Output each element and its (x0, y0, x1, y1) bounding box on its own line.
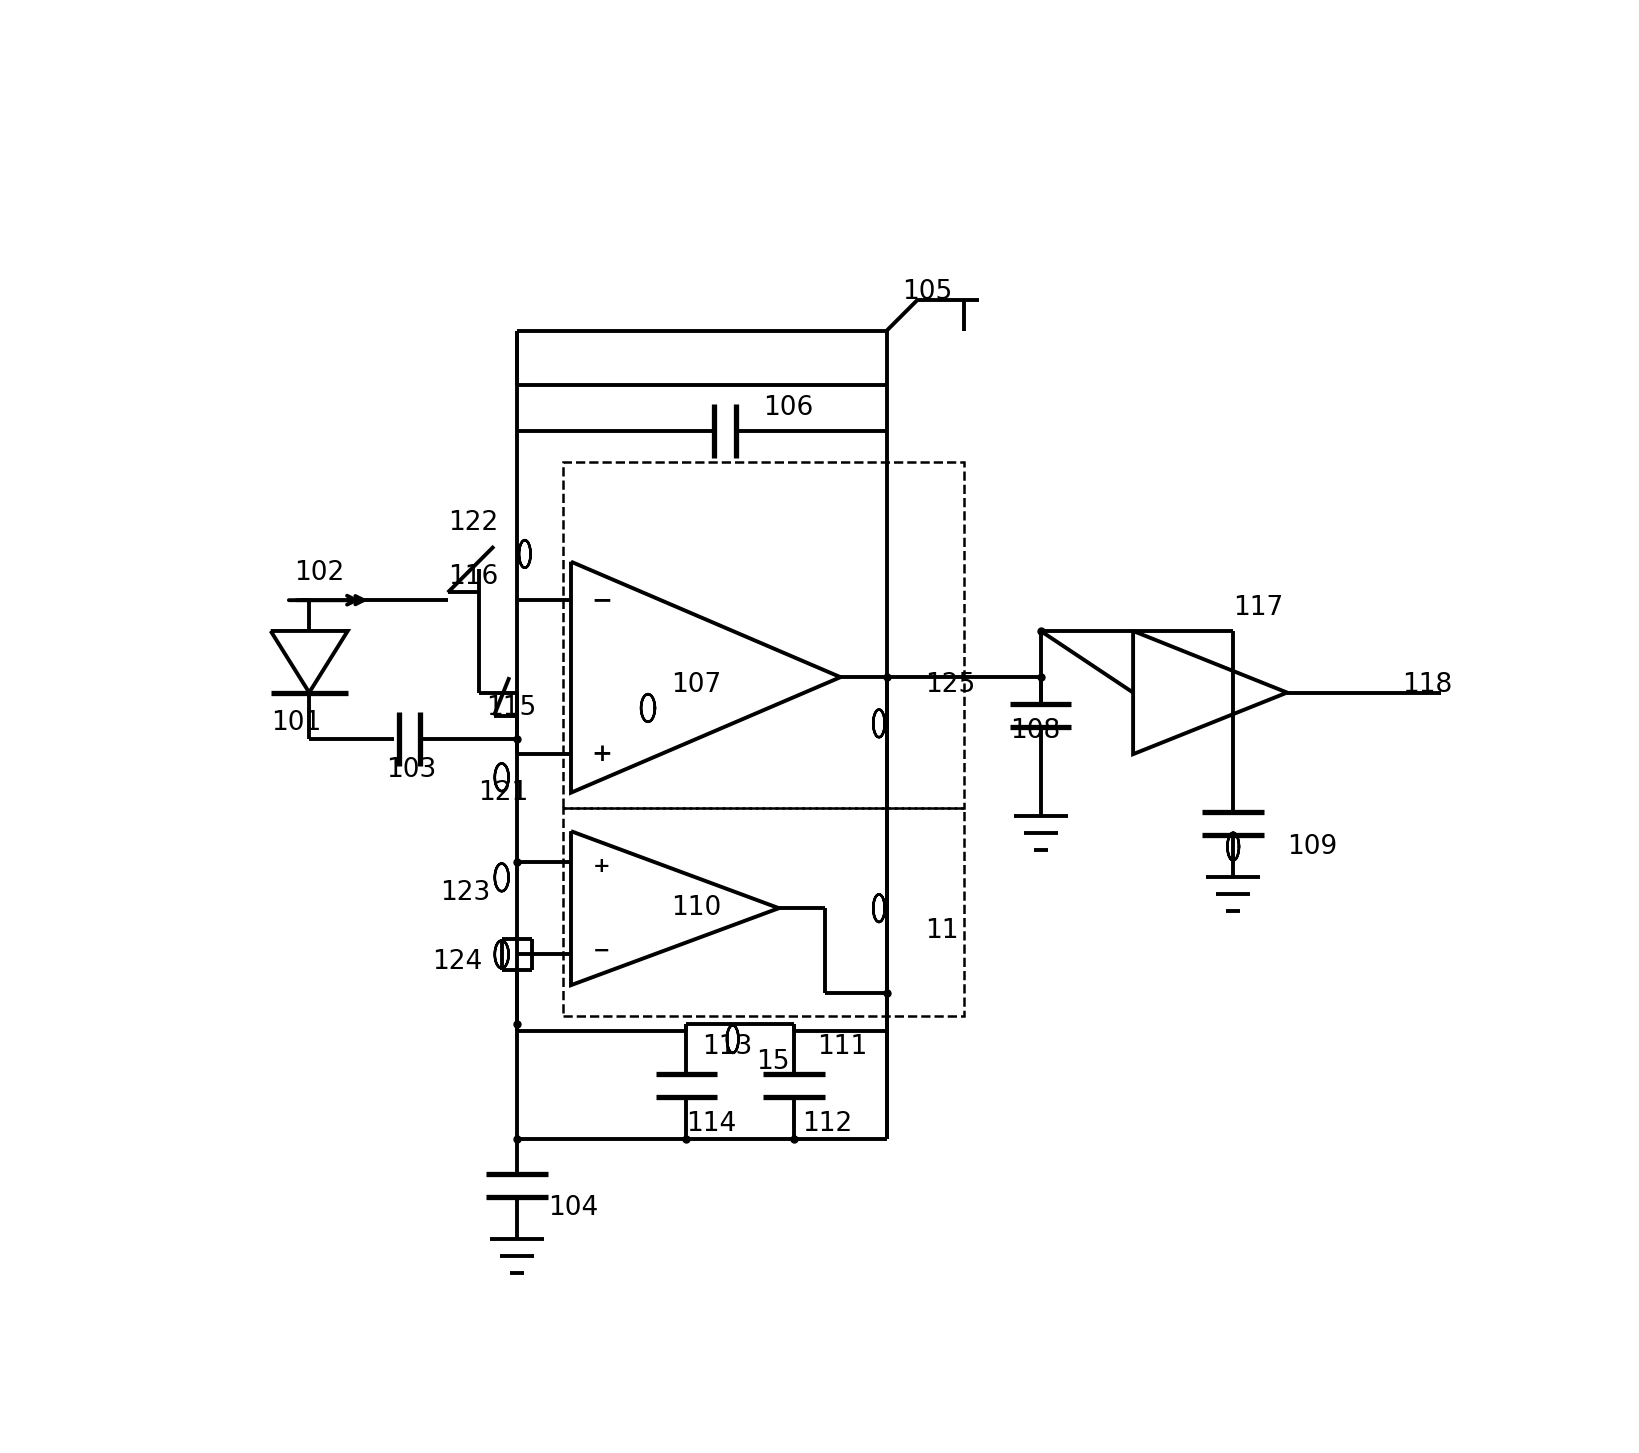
Text: 104: 104 (547, 1196, 598, 1222)
Text: 118: 118 (1401, 671, 1452, 697)
Text: 112: 112 (801, 1110, 852, 1136)
Text: 113: 113 (701, 1033, 752, 1059)
Text: 107: 107 (670, 671, 721, 697)
Text: 121: 121 (479, 780, 528, 805)
Text: −: − (592, 588, 611, 612)
Text: 111: 111 (816, 1033, 867, 1059)
Text: 11: 11 (924, 918, 959, 944)
Text: 101: 101 (270, 711, 321, 737)
Text: −: − (593, 940, 610, 960)
Text: 117: 117 (1233, 594, 1283, 620)
Text: 124: 124 (433, 949, 482, 975)
Text: 108: 108 (1010, 718, 1059, 744)
Text: 109: 109 (1287, 834, 1336, 860)
Text: 102: 102 (293, 561, 344, 586)
Text: 122: 122 (447, 510, 498, 536)
Text: 103: 103 (385, 757, 436, 783)
Text: 125: 125 (924, 671, 975, 697)
Text: +: + (592, 742, 611, 766)
Text: 105: 105 (901, 279, 952, 305)
Bar (562, 808, 964, 1016)
Text: 110: 110 (670, 895, 721, 921)
Text: 15: 15 (756, 1049, 788, 1075)
Text: 114: 114 (687, 1110, 736, 1136)
Text: +: + (593, 856, 610, 876)
Text: 106: 106 (764, 395, 813, 421)
Bar (562, 462, 964, 808)
Text: 115: 115 (487, 695, 536, 721)
Text: 123: 123 (439, 879, 490, 905)
Text: 116: 116 (447, 564, 498, 590)
